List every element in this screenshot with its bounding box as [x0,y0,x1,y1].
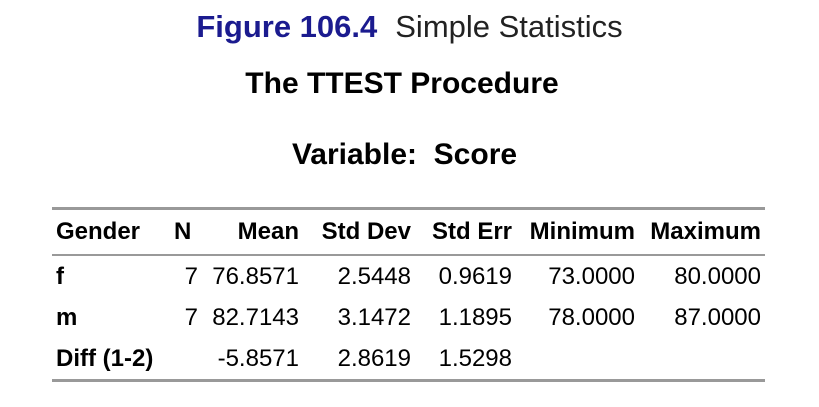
row-label: f [56,262,64,290]
cell-maximum: 87.0000 [674,303,761,331]
column-header-std-err: Std Err [431,218,512,245]
cell-minimum [516,338,639,381]
cell-std-dev: 3.1472 [337,303,411,331]
column-header-n: N [174,218,192,245]
table-header-row: Gender N Mean Std Dev Std Err Minimum Ma… [52,208,765,255]
table-row: f 7 76.8571 2.5448 0.9619 73.0000 80.000… [52,255,765,297]
cell-n: 7 [184,262,198,290]
column-header-gender: Gender [56,218,141,245]
cell-std-dev: 2.5448 [337,262,411,290]
cell-mean: 82.7143 [212,303,299,331]
figure-caption: Simple Statistics [395,9,623,44]
cell-minimum: 78.0000 [548,303,635,331]
column-header-minimum: Minimum [529,218,635,245]
column-header-std-dev: Std Dev [321,218,411,245]
cell-std-err: 1.1895 [438,303,512,331]
cell-n [170,338,202,381]
figure-number: Figure 106.4 [196,9,378,44]
figure-title: Figure 106.4 Simple Statistics [0,8,819,46]
row-label: m [56,303,78,331]
cell-maximum: 80.0000 [674,262,761,290]
column-header-maximum: Maximum [650,218,761,245]
table-row: Diff (1-2) -5.8571 2.8619 1.5298 [52,338,765,381]
cell-std-err: 1.5298 [438,344,512,372]
cell-std-err: 0.9619 [438,262,512,290]
cell-minimum: 73.0000 [548,262,635,290]
cell-maximum [639,338,765,381]
table-row: m 7 82.7143 3.1472 1.1895 78.0000 87.000… [52,297,765,338]
row-label: Diff (1-2) [56,344,154,372]
column-header-mean: Mean [237,218,299,245]
cell-n: 7 [184,303,198,331]
cell-mean: -5.8571 [217,344,299,372]
cell-mean: 76.8571 [212,262,299,290]
procedure-title: The TTEST Procedure [245,67,559,100]
cell-std-dev: 2.8619 [337,344,411,372]
variable-title: Variable: Score [291,138,518,171]
statistics-table: Gender N Mean Std Dev Std Err Minimum Ma… [52,207,765,382]
